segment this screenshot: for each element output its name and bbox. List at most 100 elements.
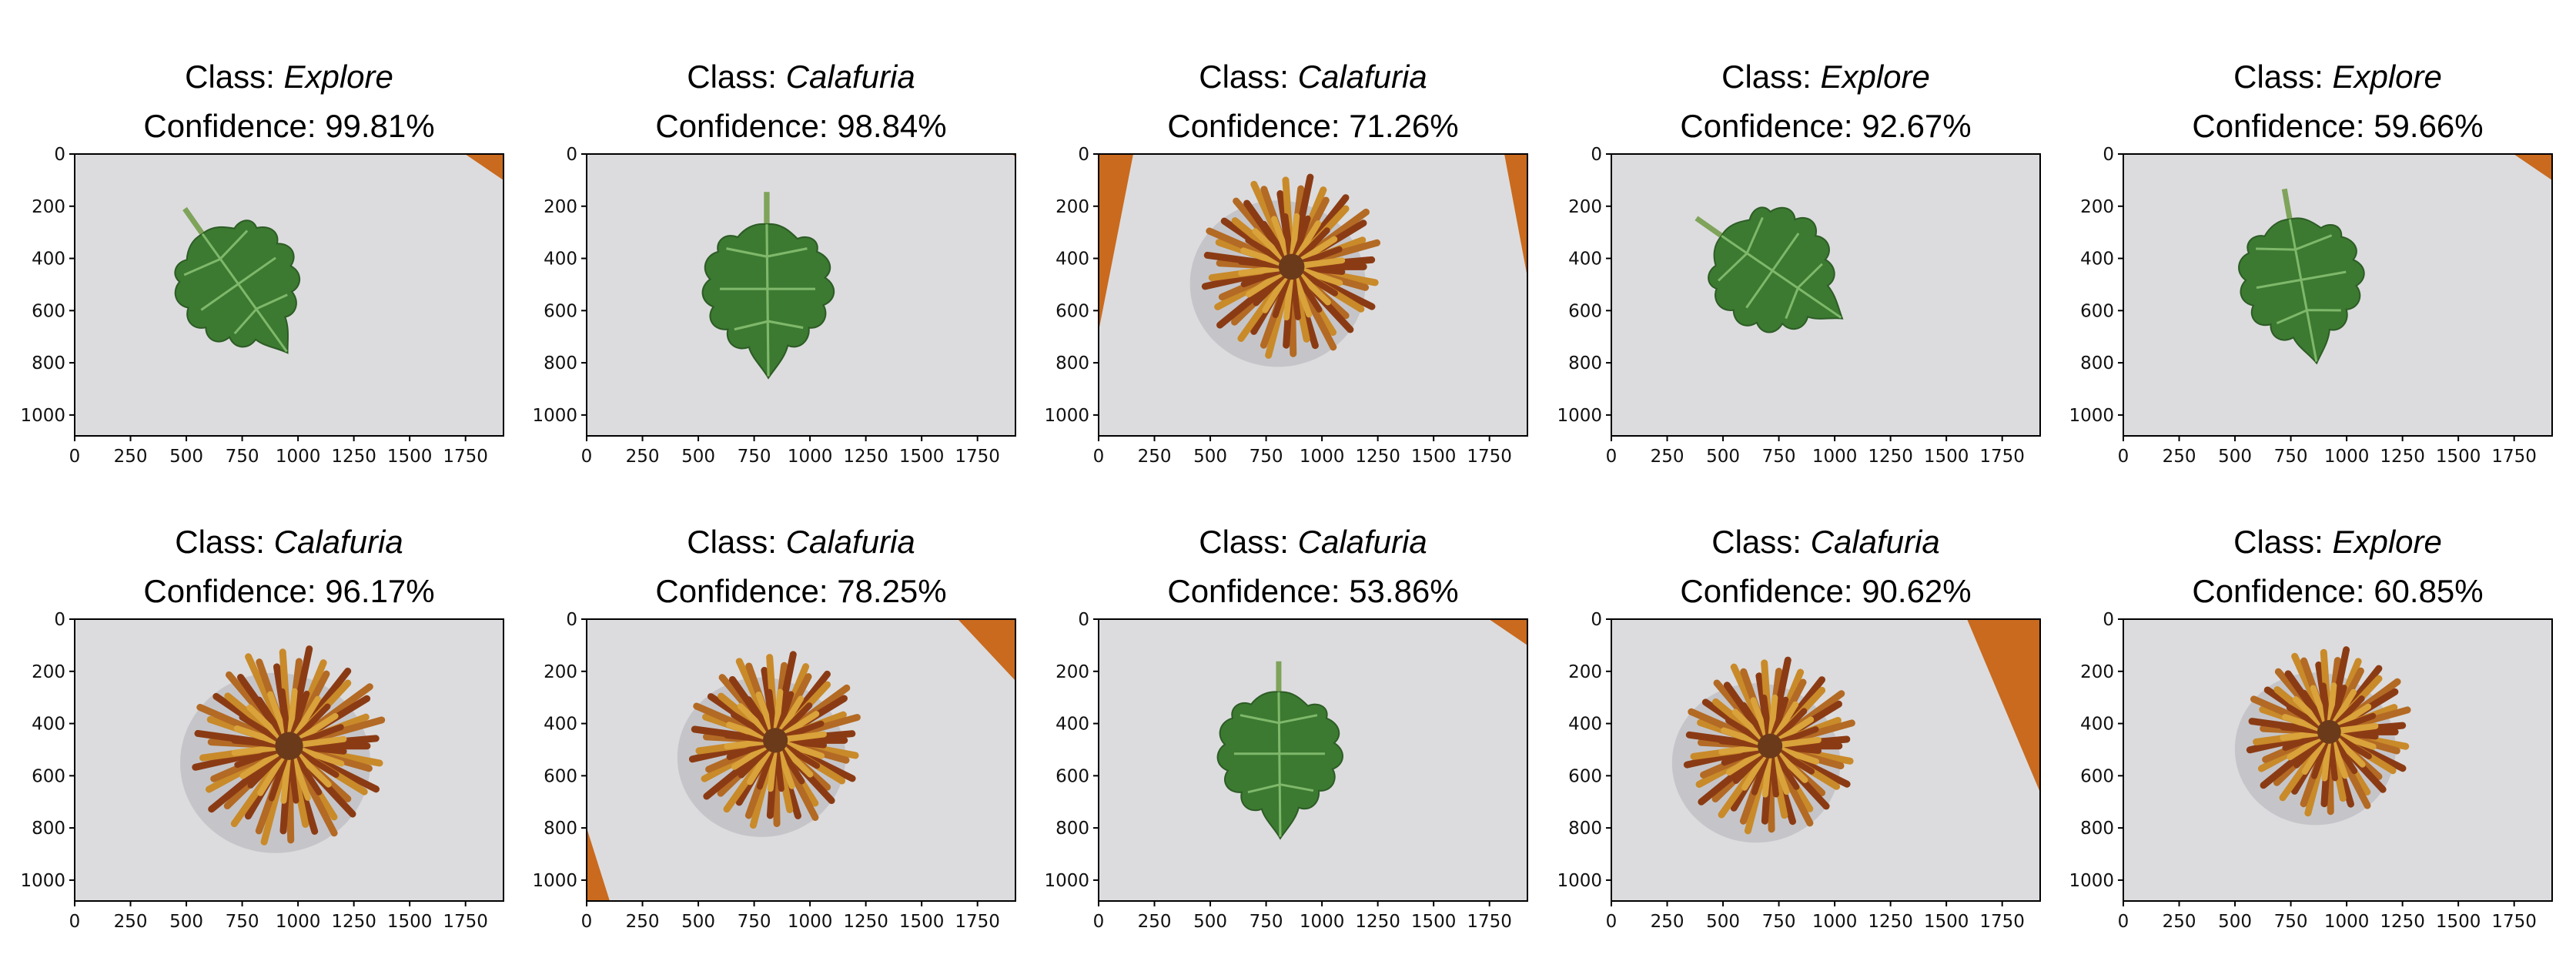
flower-shape [677,651,861,837]
photo [1099,154,1527,436]
x-tick-label: 0 [2118,447,2129,467]
x-tick-label: 1750 [443,912,488,932]
x-tick-label: 0 [1606,912,1618,932]
x-tick-label: 1000 [1300,912,1345,932]
y-tick-label: 400 [1568,715,1602,735]
x-tick-label: 500 [2218,447,2252,467]
leaf-blade [174,219,301,354]
x-tick-label: 1750 [1467,447,1512,467]
x-tick-label: 0 [1093,447,1105,467]
image-panel: Class: Explore Confidence: 99.81% 0 250 500 7… [20,59,504,467]
panel-title-confidence: Confidence: 90.62% [1680,573,1971,609]
x-tick-label: 0 [69,447,81,467]
panel-title-class: Class: Calafuria [1199,524,1427,560]
axes-frame [586,153,1016,437]
x-tick-label: 1250 [843,912,888,932]
x-tick-label: 250 [1138,912,1172,932]
panel-title-confidence: Confidence: 99.81% [143,108,434,144]
class-name: Calafuria [786,524,915,560]
confidence-prefix: Confidence: [1167,108,1349,144]
axes-frame [1098,153,1528,437]
leaf-shape [701,192,835,380]
flower-center [762,728,788,753]
confidence-prefix: Confidence: [1167,573,1349,609]
confidence-value: 59.66% [2374,108,2483,144]
y-tick-label: 800 [2080,353,2114,373]
y-tick-label: 0 [54,610,65,630]
leaf-shape [1694,206,1844,333]
y-tick-label: 0 [2103,145,2114,165]
y-tick-label: 1000 [1044,871,1089,891]
y-tick-label: 800 [544,353,577,373]
panel-title-confidence: Confidence: 71.26% [1167,108,1458,144]
wood-surface [2514,154,2552,180]
x-tick-label: 750 [738,912,771,932]
y-tick-label: 200 [1055,197,1089,217]
wood-surface [465,154,503,180]
x-tick-label: 1250 [1355,912,1400,932]
class-prefix: Class: [2233,59,2332,95]
y-tick-label: 400 [544,715,577,735]
x-tick-label: 750 [1250,447,1283,467]
image-panel: Class: Explore Confidence: 92.67% 0 250 500 7… [1557,59,2041,467]
panel-title-class: Class: Calafuria [175,524,403,560]
panel-title-class: Class: Explore [2233,59,2442,95]
y-tick-label: 400 [1055,250,1089,270]
confidence-value: 98.84% [837,108,946,144]
class-prefix: Class: [185,59,283,95]
y-tick-label: 400 [1568,250,1602,270]
y-tick-label: 400 [1055,715,1089,735]
class-name: Explore [283,59,393,95]
x-tick-label: 1250 [2380,447,2425,467]
y-tick-label: 400 [32,715,65,735]
wood-surface [1504,154,1527,277]
y-tick-label: 600 [2080,766,2114,786]
confidence-value: 53.86% [1349,573,1458,609]
x-tick-label: 1250 [331,912,376,932]
axes-frame [74,153,504,437]
y-tick-label: 200 [544,197,577,217]
x-tick-label: 0 [581,447,593,467]
confidence-prefix: Confidence: [1680,573,1862,609]
photo [2123,619,2552,901]
y-tick-label: 600 [32,766,65,786]
class-name: Calafuria [1811,524,1940,560]
y-tick-label: 600 [544,301,577,321]
y-tick-label: 0 [1591,610,1602,630]
class-prefix: Class: [687,524,785,560]
x-tick-label: 500 [1706,447,1740,467]
y-tick-label: 800 [1568,819,1602,839]
x-tick-label: 1250 [2380,912,2425,932]
x-tick-label: 1500 [2436,912,2481,932]
x-tick-label: 1000 [276,447,321,467]
y-tick-label: 800 [544,819,577,839]
y-tick-label: 400 [2080,715,2114,735]
y-tick-label: 1000 [1557,406,1602,426]
leaf-veins [2256,219,2347,362]
class-name: Explore [2332,59,2441,95]
y-tick-label: 1000 [2069,406,2114,426]
confidence-value: 96.17% [325,573,434,609]
axes-frame [74,618,504,902]
y-tick-label: 800 [1055,353,1089,373]
y-tick-label: 1000 [1044,406,1089,426]
panel-title-confidence: Confidence: 60.85% [2192,573,2483,609]
y-tick-label: 0 [566,610,577,630]
y-tick-label: 600 [544,766,577,786]
x-tick-label: 0 [1093,912,1105,932]
class-name: Calafuria [786,59,915,95]
class-name: Calafuria [1298,59,1427,95]
flower-center [275,732,303,760]
y-tick-label: 800 [1568,353,1602,373]
panel-title-class: Class: Calafuria [687,524,915,560]
x-tick-label: 1000 [788,912,833,932]
confidence-prefix: Confidence: [655,573,837,609]
x-tick-label: 1000 [788,447,833,467]
y-tick-label: 200 [32,662,65,682]
x-tick-label: 250 [626,912,660,932]
y-tick-label: 600 [32,301,65,321]
x-tick-label: 250 [114,447,148,467]
y-tick-label: 0 [1078,610,1089,630]
y-tick-label: 800 [32,819,65,839]
x-tick-label: 1250 [1868,447,1913,467]
